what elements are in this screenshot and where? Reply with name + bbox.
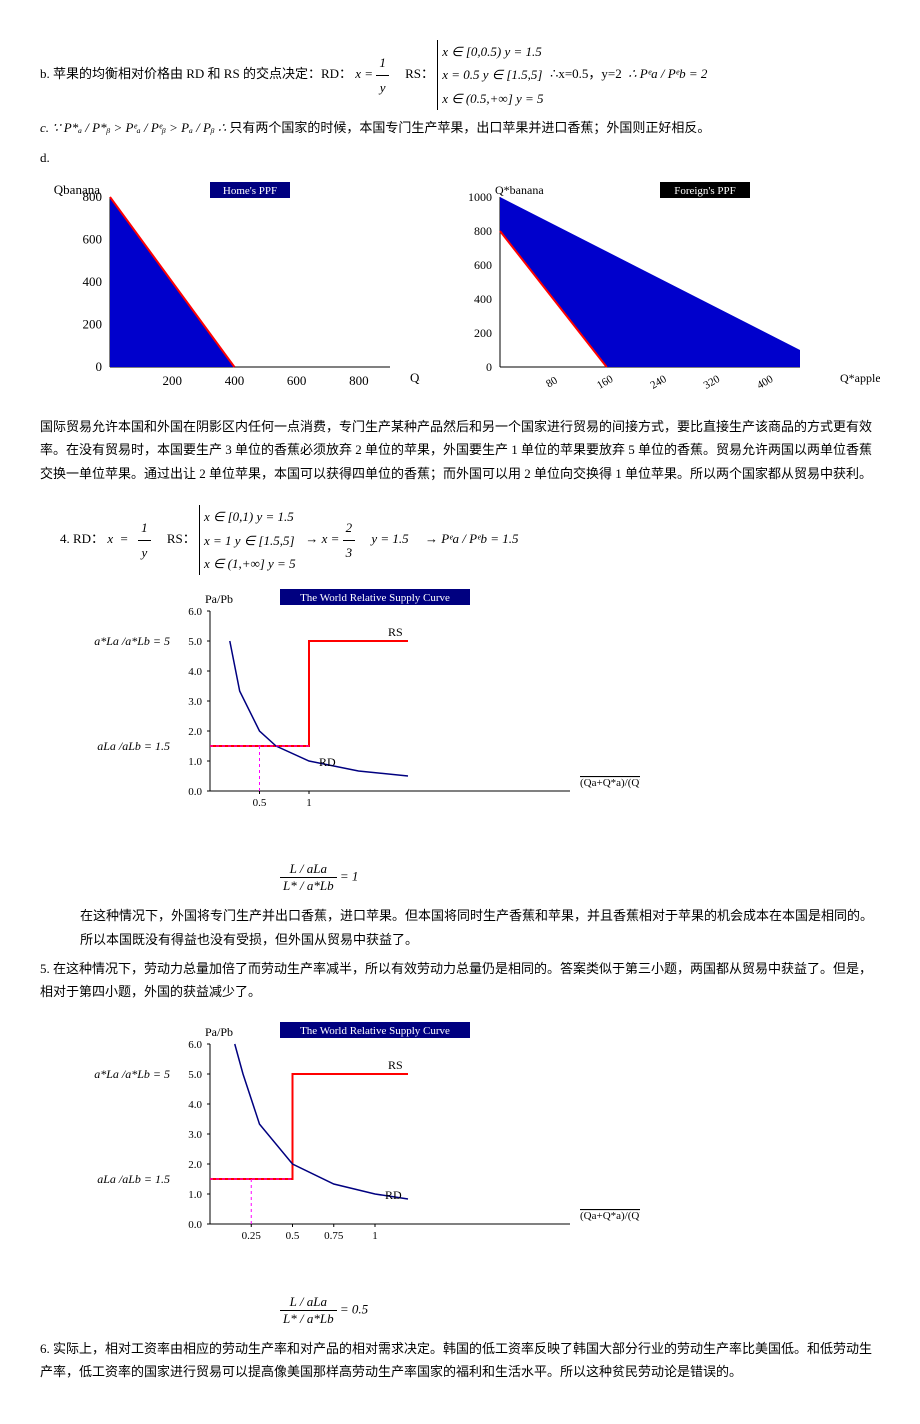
svg-text:0.0: 0.0 xyxy=(188,1219,202,1231)
svg-text:1: 1 xyxy=(306,797,312,809)
svg-text:2.0: 2.0 xyxy=(188,726,202,738)
svg-text:4.0: 4.0 xyxy=(188,666,202,678)
svg-text:0.5: 0.5 xyxy=(286,1230,300,1242)
section-5-text: 5. 在这种情况下，劳动力总量加倍了而劳动生产率减半，所以有效劳动力总量仍是相同… xyxy=(40,957,880,1004)
svg-text:The World Relative Supply Curv: The World Relative Supply Curve xyxy=(300,1025,450,1037)
ws1-bottom-eq: L / aLaL* / a*Lb = 1 xyxy=(280,861,880,894)
svg-text:6.0: 6.0 xyxy=(188,606,202,618)
section-d-label: d. xyxy=(40,146,880,169)
svg-text:200: 200 xyxy=(162,373,182,388)
svg-text:2.0: 2.0 xyxy=(188,1159,202,1171)
world-supply-chart-2: The World Relative Supply Curve Pa/Pb 0.… xyxy=(80,1014,880,1327)
c-formula: c. ∵ P*ₐ / P*ᵦ > Pᵉₐ / Pᵉᵦ > Pₐ / Pᵦ ∴ xyxy=(40,120,226,135)
rd-eq: x = 1y xyxy=(355,66,392,81)
svg-text:Pa/Pb: Pa/Pb xyxy=(205,592,233,606)
svg-text:Q*banana: Q*banana xyxy=(495,183,544,197)
svg-text:600: 600 xyxy=(287,373,307,388)
svg-text:Q*apple: Q*apple xyxy=(840,371,880,385)
ws2-svg: The World Relative Supply Curve Pa/Pb 0.… xyxy=(80,1014,640,1294)
svg-text:a*La /a*Lb = 5: a*La /a*Lb = 5 xyxy=(94,634,170,648)
svg-text:80: 80 xyxy=(544,374,560,390)
c-text: 只有两个国家的时候，本国专门生产苹果，出口苹果并进口香蕉；外国则正好相反。 xyxy=(229,120,710,135)
svg-text:0.0: 0.0 xyxy=(188,786,202,798)
home-ppf-svg: Home's PPF Qbanana 0200400600800 2004006… xyxy=(40,177,420,407)
svg-text:1: 1 xyxy=(372,1230,378,1242)
svg-text:6.0: 6.0 xyxy=(188,1039,202,1051)
svg-text:5.0: 5.0 xyxy=(188,636,202,648)
svg-text:The World Relative Supply Curv: The World Relative Supply Curve xyxy=(300,592,450,604)
svg-text:0: 0 xyxy=(486,360,492,374)
svg-text:RS: RS xyxy=(388,625,403,639)
section-b-label: b. 苹果的均衡相对价格由 RD 和 RS 的交点决定：RD： xyxy=(40,66,352,81)
svg-text:800: 800 xyxy=(83,189,103,204)
svg-text:0: 0 xyxy=(96,359,103,374)
paragraph-1: 国际贸易允许本国和外国在阴影区内任何一点消费，专门生产某种产品然后和另一个国家进… xyxy=(40,415,880,485)
svg-text:5.0: 5.0 xyxy=(188,1069,202,1081)
foreign-ppf-svg: Foreign's PPF Q*banana 0 200 400 600 800 1000… xyxy=(440,177,880,407)
svg-text:Foreign's PPF: Foreign's PPF xyxy=(674,185,736,197)
b-conclusion: ∴x=0.5，y=2 xyxy=(550,66,622,81)
svg-text:3.0: 3.0 xyxy=(188,1129,202,1141)
ws2-bottom-eq: L / aLaL* / a*Lb = 0.5 xyxy=(280,1294,880,1327)
svg-text:600: 600 xyxy=(83,231,103,246)
svg-text:aLa /aLb = 1.5: aLa /aLb = 1.5 xyxy=(97,1172,170,1186)
foreign-ppf-chart: Foreign's PPF Q*banana 0 200 400 600 800 1000… xyxy=(440,177,880,407)
svg-text:0.25: 0.25 xyxy=(242,1230,262,1242)
svg-text:Pa/Pb: Pa/Pb xyxy=(205,1025,233,1039)
svg-text:3.0: 3.0 xyxy=(188,696,202,708)
svg-text:800: 800 xyxy=(474,224,492,238)
svg-text:Home's PPF: Home's PPF xyxy=(223,185,277,197)
svg-text:320: 320 xyxy=(702,373,723,392)
section-6: 6. 实际上，相对工资率由相应的劳动生产率和对产品的相对需求决定。韩国的低工资率… xyxy=(40,1337,880,1384)
ws1-svg: The World Relative Supply Curve Pa/Pb 0.… xyxy=(80,581,640,861)
svg-text:(Qa+Q*a)/(Qb+Q*b): (Qa+Q*a)/(Qb+Q*b) xyxy=(580,777,640,789)
b-final: ∴ Pᵉa / Pᵉb = 2 xyxy=(628,66,707,81)
svg-text:RD: RD xyxy=(319,755,336,769)
svg-text:1000: 1000 xyxy=(468,190,492,204)
svg-text:1.0: 1.0 xyxy=(188,1189,202,1201)
svg-text:160: 160 xyxy=(595,373,616,392)
svg-text:(Qa+Q*a)/(Qb+Q*b): (Qa+Q*a)/(Qb+Q*b) xyxy=(580,1210,640,1222)
svg-text:RD: RD xyxy=(385,1188,402,1202)
svg-text:400: 400 xyxy=(474,292,492,306)
rs-label: RS： xyxy=(405,66,434,81)
svg-text:0.75: 0.75 xyxy=(324,1230,344,1242)
s4-label: 4. RD： xyxy=(60,531,104,546)
svg-text:Qa: Qa xyxy=(410,370,420,385)
world-supply-chart-1: The World Relative Supply Curve Pa/Pb 0.… xyxy=(80,581,880,894)
svg-text:RS: RS xyxy=(388,1058,403,1072)
section-b: b. 苹果的均衡相对价格由 RD 和 RS 的交点决定：RD： x = 1y R… xyxy=(40,40,880,110)
home-ppf-chart: Home's PPF Qbanana 0200400600800 2004006… xyxy=(40,177,420,407)
svg-text:400: 400 xyxy=(755,373,776,392)
svg-text:200: 200 xyxy=(474,326,492,340)
svg-text:800: 800 xyxy=(349,373,369,388)
svg-text:aLa /aLb = 1.5: aLa /aLb = 1.5 xyxy=(97,739,170,753)
svg-text:4.0: 4.0 xyxy=(188,1099,202,1111)
svg-text:1.0: 1.0 xyxy=(188,756,202,768)
svg-text:400: 400 xyxy=(83,274,103,289)
paragraph-2: 在这种情况下，外国将专门生产并出口香蕉，进口苹果。但本国将同时生产香蕉和苹果，并… xyxy=(80,904,880,951)
rs-cases: x ∈ [0,0.5) y = 1.5 x = 0.5 y ∈ [1.5,5] … xyxy=(437,40,543,110)
section-4: 4. RD： x = 1y RS： x ∈ [0,1) y = 1.5 x = … xyxy=(60,505,880,575)
svg-text:240: 240 xyxy=(648,373,669,392)
ppf-chart-pair: Home's PPF Qbanana 0200400600800 2004006… xyxy=(40,177,880,407)
svg-text:0.5: 0.5 xyxy=(253,797,267,809)
svg-text:a*La /a*Lb = 5: a*La /a*Lb = 5 xyxy=(94,1067,170,1081)
svg-text:600: 600 xyxy=(474,258,492,272)
svg-text:200: 200 xyxy=(83,316,103,331)
section-c: c. ∵ P*ₐ / P*ᵦ > Pᵉₐ / Pᵉᵦ > Pₐ / Pᵦ ∴ 只… xyxy=(40,116,880,139)
svg-text:400: 400 xyxy=(225,373,245,388)
